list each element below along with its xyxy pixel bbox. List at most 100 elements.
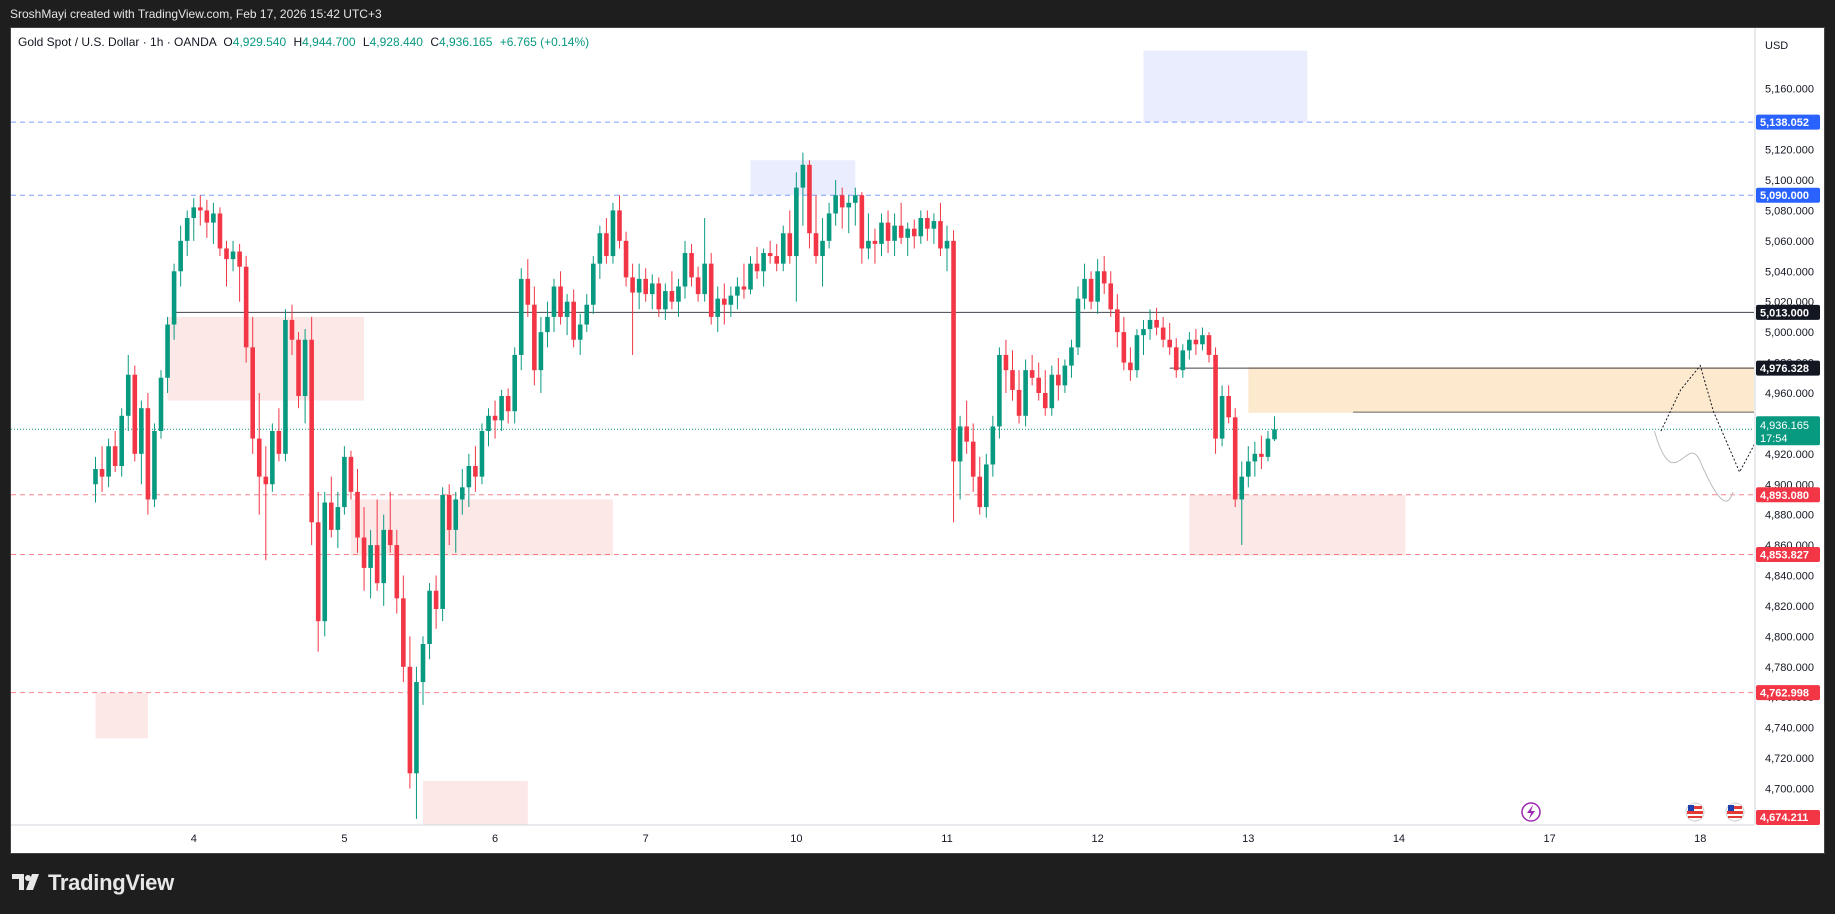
candle <box>597 225 603 279</box>
candle-body <box>1252 453 1258 462</box>
candle-body <box>433 590 439 609</box>
candle-body <box>499 396 504 421</box>
candle-body <box>381 529 386 584</box>
candle <box>414 666 419 819</box>
candle <box>132 365 138 462</box>
lightning-bolt <box>1527 805 1535 819</box>
candle-body <box>440 494 445 609</box>
candle <box>545 301 550 348</box>
candle-body <box>1167 339 1172 348</box>
candle-body <box>368 545 373 568</box>
tradingview-logo[interactable]: TradingView <box>12 870 174 896</box>
candle-body <box>99 469 105 477</box>
candle <box>276 408 282 462</box>
candle <box>466 453 472 508</box>
candle-body <box>1108 283 1114 310</box>
candle <box>355 469 360 553</box>
candle <box>1246 446 1251 488</box>
candle <box>970 423 976 492</box>
zone-red-0 <box>167 316 365 401</box>
candle-body <box>1075 298 1081 348</box>
zone-red-2 <box>423 780 528 825</box>
candle-body <box>695 277 701 295</box>
candle-body <box>1239 476 1245 500</box>
candle <box>361 507 367 591</box>
bottom-marker-label: 4,674.211 <box>1760 812 1808 824</box>
candle <box>1252 441 1258 477</box>
candle-body <box>702 263 707 295</box>
current-price-label-bg <box>1756 416 1820 446</box>
candle-body <box>335 507 341 530</box>
candle-body <box>453 499 459 530</box>
candle <box>1036 362 1041 401</box>
candle-body <box>1226 396 1231 418</box>
candle <box>1219 385 1225 447</box>
candle-body <box>237 251 242 267</box>
candle <box>1121 316 1127 371</box>
candle-body <box>630 277 635 293</box>
candle <box>1154 307 1159 336</box>
candle <box>643 268 648 302</box>
y-tick-label: 4,720.000 <box>1765 753 1814 765</box>
level-price-label-6: 4,762.998 <box>1760 688 1809 700</box>
candle-body <box>112 446 118 466</box>
candle <box>1180 344 1186 378</box>
candle <box>243 256 249 363</box>
candle-body <box>152 431 157 500</box>
candle <box>1042 370 1048 416</box>
y-tick-label: 4,920.000 <box>1765 449 1814 461</box>
candle <box>486 408 491 447</box>
symbol-legend: Gold Spot / U.S. Dollar · 1h · OANDA O4,… <box>18 35 589 49</box>
candle <box>800 152 806 226</box>
candle-body <box>394 545 400 599</box>
candle-body <box>1029 370 1035 378</box>
candle-body <box>866 240 871 249</box>
candle-body <box>1101 271 1107 284</box>
candle <box>525 259 531 317</box>
candle-body <box>119 415 124 466</box>
candle-body <box>492 415 498 421</box>
candle-body <box>1193 339 1199 345</box>
candle <box>938 202 943 257</box>
zone-blue-5 <box>1143 50 1308 123</box>
candle-body <box>532 304 537 371</box>
candle-body <box>977 476 983 508</box>
candle <box>1167 322 1172 355</box>
candle-body <box>446 494 452 530</box>
candle <box>656 277 662 317</box>
candle-body <box>387 529 393 546</box>
candle-body <box>309 339 314 523</box>
candle <box>689 243 694 287</box>
candle <box>748 256 753 295</box>
y-tick-label: 5,060.000 <box>1765 236 1814 248</box>
candle-body <box>1023 370 1028 416</box>
candle <box>931 213 937 244</box>
candle-body <box>1003 354 1009 371</box>
candle-body <box>997 354 1002 427</box>
candle-body <box>401 598 406 667</box>
y-tick-label: 4,880.000 <box>1765 510 1814 522</box>
x-tick-label: 4 <box>191 833 197 845</box>
candle <box>1141 319 1146 355</box>
candle <box>859 192 865 264</box>
candle-body <box>833 195 838 214</box>
candle <box>846 195 852 234</box>
symbol-name[interactable]: Gold Spot / U.S. Dollar · 1h · OANDA <box>18 35 217 49</box>
plot-area: Pivot Line4,947.394 <box>11 50 1754 825</box>
candle <box>1239 461 1245 546</box>
projection-wave <box>1653 430 1734 502</box>
candle-body <box>486 415 491 432</box>
candle <box>676 278 681 317</box>
candle <box>178 225 183 287</box>
candle <box>1095 259 1100 314</box>
candle-body <box>1180 350 1186 371</box>
y-tick-label: 4,960.000 <box>1765 388 1814 400</box>
candle-body <box>551 286 557 317</box>
candle-body <box>1121 332 1127 363</box>
candle <box>401 575 406 683</box>
candle <box>623 231 629 287</box>
candle-body <box>276 431 282 454</box>
candle-body <box>663 291 668 310</box>
candle <box>885 210 891 254</box>
